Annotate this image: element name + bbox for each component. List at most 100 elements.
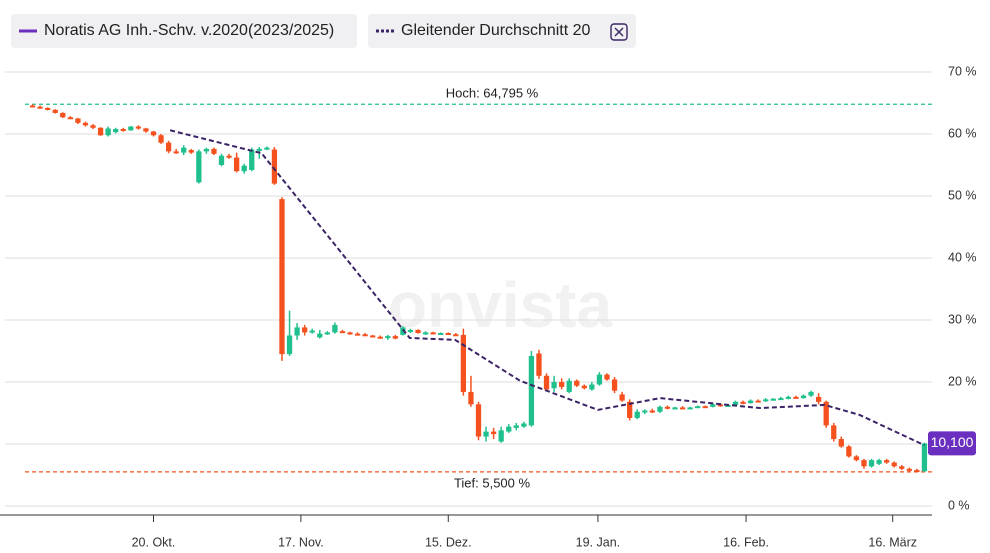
candle-body — [800, 395, 807, 399]
reference-label: Hoch: 64,795 % — [446, 86, 539, 101]
candle-body — [551, 382, 557, 389]
candle-body — [695, 406, 701, 409]
candle-body — [732, 401, 739, 405]
candle-body — [679, 407, 686, 410]
candle-body — [619, 394, 625, 401]
candle-body — [264, 147, 270, 150]
candle-body — [884, 460, 890, 463]
candle-body — [566, 380, 572, 392]
y-tick-label: 50 % — [948, 188, 977, 202]
candle-body — [815, 396, 822, 402]
candle-body — [52, 109, 58, 113]
x-tick-label: 16. Feb. — [723, 535, 769, 549]
last-price-label: 10,100 — [931, 434, 974, 450]
candle-body — [60, 112, 66, 118]
candle-body — [808, 391, 814, 396]
candle-body — [400, 327, 406, 335]
candle-body — [921, 443, 928, 472]
candle-body — [770, 398, 776, 401]
candle-body — [490, 431, 497, 435]
y-tick-label: 40 % — [948, 250, 977, 264]
legend-label: Noratis AG Inh.-Schv. v.2020(2023/2025) — [44, 22, 334, 39]
candle-body — [218, 155, 225, 165]
candle-body — [453, 334, 459, 337]
candle-body — [642, 410, 648, 413]
candle-body — [574, 380, 580, 386]
candle-body — [876, 460, 882, 464]
candle-body — [778, 398, 784, 401]
candle-body — [649, 410, 655, 413]
moving-average-line — [169, 129, 925, 447]
legend-chip[interactable] — [368, 14, 636, 48]
x-tick-label: 15. Dez. — [425, 535, 472, 549]
candle-body — [755, 400, 761, 403]
candle-body — [558, 382, 565, 387]
candle-body — [203, 148, 210, 152]
candle-body — [158, 135, 164, 143]
x-tick-label: 19. Jan. — [576, 535, 620, 549]
candle-body — [294, 327, 300, 336]
candle-body — [543, 375, 550, 390]
candle-body — [672, 407, 678, 410]
y-tick-label: 60 % — [948, 126, 977, 140]
candle-body — [67, 117, 73, 120]
candle-body — [475, 404, 482, 437]
candle-body — [249, 149, 255, 170]
candle-body — [309, 330, 315, 333]
candle-body — [332, 324, 338, 333]
candle-body — [687, 407, 693, 410]
candle-body — [710, 404, 716, 407]
candle-body — [196, 151, 202, 183]
watermark: onvista — [388, 269, 612, 341]
candle-body — [906, 468, 912, 471]
candle-body — [362, 334, 368, 337]
candle-body — [521, 423, 527, 427]
candle-body — [317, 333, 323, 338]
candle-body — [370, 335, 376, 338]
candle-body — [725, 404, 731, 407]
candle-body — [657, 406, 663, 412]
candle-body — [468, 391, 474, 405]
candle-body — [82, 122, 89, 126]
candle-body — [407, 329, 414, 332]
candle-body — [241, 165, 247, 172]
candle-body — [604, 374, 610, 380]
x-tick-label: 17. Nov. — [278, 535, 324, 549]
candle-body — [173, 151, 179, 154]
candle-body — [90, 125, 96, 128]
candle-body — [45, 107, 51, 110]
candle-body — [498, 430, 504, 442]
candle-body — [29, 105, 36, 108]
candle-body — [226, 155, 232, 158]
candle-body — [438, 333, 444, 336]
legend-chip[interactable] — [11, 14, 357, 48]
candle-body — [891, 462, 897, 467]
candle-body — [747, 400, 754, 404]
candle-body — [838, 439, 844, 447]
candle-body — [430, 332, 436, 335]
candle-body — [445, 333, 451, 336]
candle-body — [460, 334, 467, 392]
candle-body — [339, 331, 346, 334]
candle-body — [75, 118, 81, 123]
candle-body — [233, 157, 240, 172]
x-tick-label: 16. März — [868, 535, 917, 549]
candle-body — [581, 385, 587, 389]
candle-body — [785, 396, 792, 399]
last-price-badge — [928, 431, 976, 456]
candle-body — [188, 150, 194, 153]
reference-label: Tief: 5,500 % — [454, 475, 531, 490]
candle-body — [634, 411, 640, 418]
candle-body — [286, 335, 293, 355]
candle-body — [823, 401, 829, 426]
candle-body — [914, 470, 920, 473]
candle-body — [740, 401, 746, 404]
candle-body — [128, 126, 134, 131]
candle-body — [868, 460, 875, 467]
candle-body — [113, 129, 119, 133]
candle-body — [483, 431, 489, 437]
candle-body — [392, 336, 399, 339]
candle-body — [385, 336, 391, 339]
close-icon[interactable] — [610, 23, 628, 41]
